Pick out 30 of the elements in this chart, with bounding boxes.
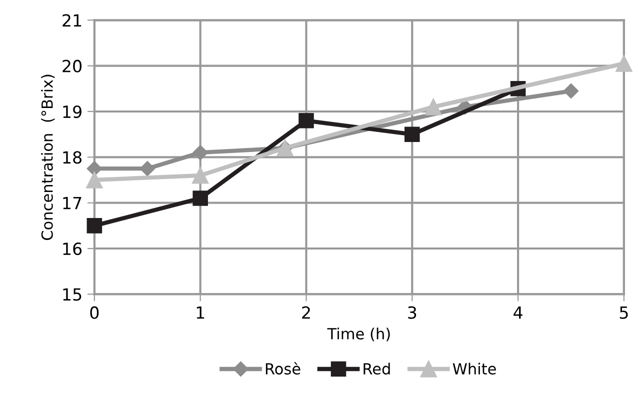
y-tick-label: 18 — [63, 151, 82, 164]
y-tick-label: 16 — [63, 242, 82, 256]
point — [424, 98, 442, 116]
y-axis-title: Concentration (°Brix) — [41, 74, 55, 240]
point — [404, 126, 420, 142]
legend-label: White — [452, 362, 496, 375]
y-tick-label: 19 — [63, 105, 82, 118]
y-tick-label: 21 — [62, 14, 82, 26]
point — [192, 167, 209, 184]
point — [86, 161, 102, 176]
point — [192, 145, 208, 160]
x-axis-title: Time (h) — [327, 328, 390, 342]
point — [563, 83, 579, 99]
x-tick-label: 1 — [196, 306, 204, 319]
x-tick-label: 4 — [514, 306, 522, 319]
y-tick-label: 17 — [63, 197, 82, 210]
legend-label: Red — [364, 362, 390, 375]
legend-label: Rosè — [266, 362, 300, 375]
y-tick-label: 20 — [62, 60, 82, 72]
x-tick-label: 0 — [90, 306, 99, 319]
point — [616, 55, 632, 72]
y-tick-label: 15 — [63, 288, 82, 301]
point — [140, 161, 155, 176]
point — [298, 112, 314, 128]
x-tick-label: 3 — [408, 306, 416, 319]
point — [86, 218, 102, 234]
point — [192, 190, 208, 206]
x-tick-label: 5 — [620, 306, 628, 319]
x-tick-label: 2 — [302, 306, 310, 319]
point — [86, 172, 103, 188]
